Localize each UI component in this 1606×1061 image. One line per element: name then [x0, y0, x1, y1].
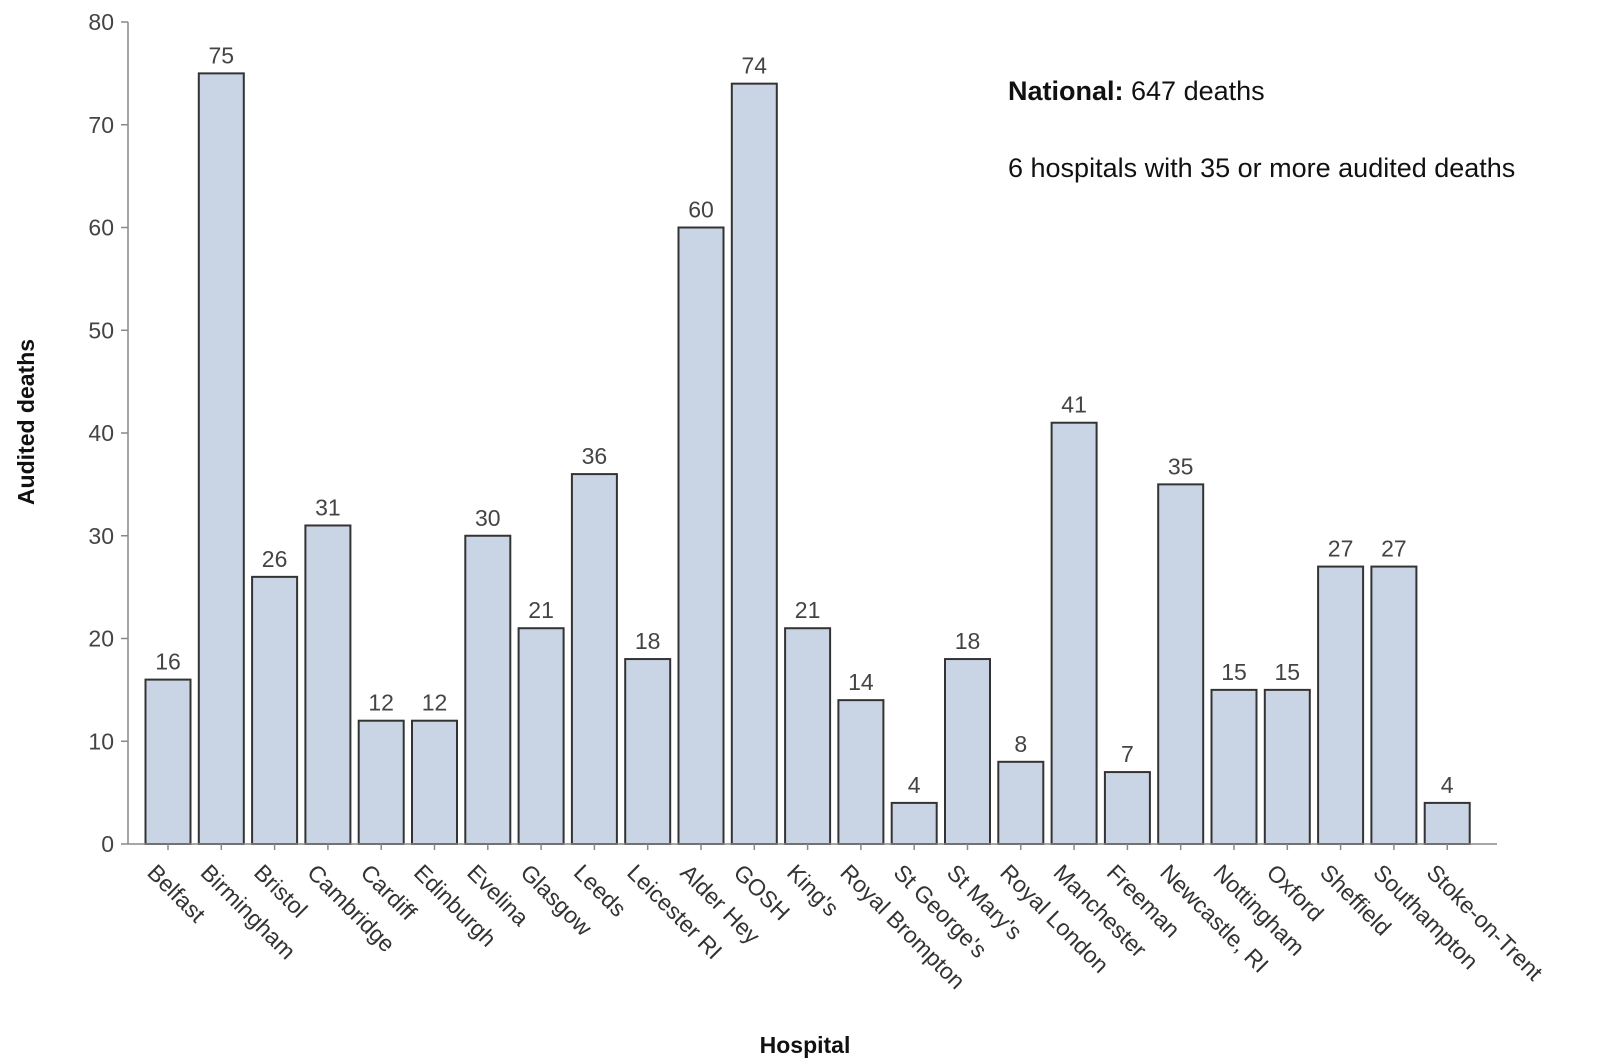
y-tick-label: 50: [88, 317, 114, 343]
bar: [890, 801, 938, 846]
bar: [144, 678, 192, 845]
data-label: 31: [315, 494, 341, 520]
y-tick-label: 20: [88, 626, 114, 652]
data-label: 18: [955, 628, 981, 654]
bar: [730, 82, 778, 845]
y-tick-label: 30: [88, 523, 114, 549]
bar: [1050, 421, 1098, 845]
data-label: 75: [209, 42, 235, 68]
data-label: 12: [368, 690, 394, 716]
bar: [464, 534, 512, 845]
data-label: 27: [1328, 536, 1354, 562]
data-label: 27: [1381, 536, 1407, 562]
data-label: 21: [795, 597, 821, 623]
y-tick-label: 0: [101, 831, 114, 857]
y-tick-label: 60: [88, 215, 114, 241]
bar: [1157, 483, 1205, 845]
data-label: 12: [422, 690, 448, 716]
y-tick-label: 80: [88, 9, 114, 35]
bar: [411, 719, 458, 846]
national-label: National:: [1008, 76, 1124, 106]
data-label: 41: [1061, 392, 1087, 418]
bar: [1263, 688, 1311, 845]
y-axis-title: Audited deaths: [13, 339, 39, 505]
bar: [997, 760, 1045, 845]
bar: [1317, 565, 1365, 845]
x-category-label: Belfast: [142, 859, 211, 928]
bar: [624, 658, 672, 845]
bar: [677, 226, 725, 845]
x-axis: BelfastBirminghamBristolCambridgeCardiff…: [128, 843, 1548, 994]
data-label: 21: [528, 597, 554, 623]
data-label: 30: [475, 505, 501, 531]
data-label: 7: [1121, 741, 1134, 767]
data-label: 36: [582, 443, 608, 469]
bar: [784, 627, 832, 845]
data-label: 60: [688, 197, 714, 223]
data-label: 16: [155, 649, 181, 675]
data-label: 4: [1441, 772, 1454, 798]
hospitals-annotation: 6 hospitals with 35 or more audited deat…: [1008, 153, 1515, 183]
bar: [1103, 771, 1151, 846]
data-label: 74: [742, 53, 768, 79]
data-labels: 16 75 26 31 12 12 30 21 36 18 60 74 21 14 4 18 8 41 7 35 15 1…: [155, 42, 1454, 798]
bar: [517, 627, 565, 845]
data-label: 15: [1275, 659, 1301, 685]
data-label: 8: [1014, 731, 1027, 757]
national-annotation: National: 647 deaths: [1008, 76, 1265, 106]
data-label: 14: [848, 669, 874, 695]
bar: [837, 699, 885, 846]
y-tick-label: 70: [88, 112, 114, 138]
bar: [1370, 565, 1418, 845]
bar: [1423, 801, 1471, 846]
data-label: 18: [635, 628, 661, 654]
x-axis-title: Hospital: [760, 1032, 851, 1058]
bar: [304, 524, 352, 845]
bar: [944, 658, 991, 845]
data-label: 26: [262, 546, 288, 572]
data-label: 4: [908, 772, 921, 798]
bars: [144, 72, 1471, 846]
bar: [251, 575, 299, 845]
national-value: 647 deaths: [1124, 76, 1265, 106]
data-label: 35: [1168, 453, 1194, 479]
bar: [570, 473, 618, 845]
y-tick-label: 10: [88, 728, 114, 754]
bar: [197, 72, 245, 845]
data-label: 15: [1221, 659, 1247, 685]
y-axis: 0 10 20 30 40 50 60 70 80: [88, 9, 129, 857]
x-category-label: King's: [782, 859, 844, 921]
y-tick-label: 40: [88, 420, 114, 446]
bar: [1210, 688, 1258, 845]
bar: [357, 719, 405, 846]
